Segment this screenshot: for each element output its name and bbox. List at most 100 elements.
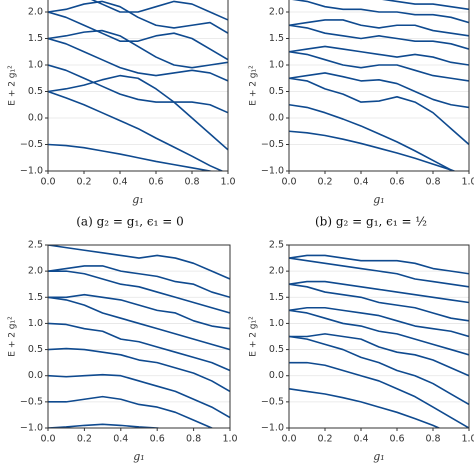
curve — [48, 322, 230, 372]
x-tick-label: 0.4 — [353, 177, 368, 188]
x-tick-label: 0.0 — [40, 434, 55, 445]
frame — [47, 0, 229, 172]
curve — [291, 0, 469, 24]
curve — [289, 361, 469, 428]
y-tick-label: 1.5 — [28, 33, 43, 44]
curve — [48, 423, 163, 428]
y-tick-label: 1.5 — [269, 292, 284, 303]
x-tick-label: 0.8 — [425, 177, 440, 188]
curve — [289, 257, 469, 288]
y-tick-label: −1.0 — [261, 423, 284, 434]
caption: (a) g₂ = g₁, ϵ₁ = 0 — [76, 215, 183, 229]
caption: (b) g₂ = g₁, ϵ₁ = ½ — [315, 215, 427, 229]
x-tick-label: 0.8 — [425, 434, 440, 445]
x-tick-label: 0.8 — [186, 434, 201, 445]
x-tick-label: 0.4 — [113, 434, 128, 445]
curve — [289, 335, 469, 406]
x-axis-label: g₁ — [373, 450, 384, 463]
x-tick-label: 0.2 — [76, 177, 91, 188]
curve — [289, 254, 469, 275]
y-tick-label: −0.5 — [20, 139, 43, 150]
x-tick-label: 0.2 — [317, 434, 332, 445]
x-tick-label: 0.2 — [77, 434, 92, 445]
x-tick-label: 1.0 — [461, 434, 474, 445]
curve — [289, 103, 455, 171]
x-tick-label: 0.6 — [389, 434, 404, 445]
curve — [48, 11, 228, 61]
x-tick-label: 1.0 — [461, 177, 474, 188]
x-tick-label: 0.4 — [112, 177, 127, 188]
y-axis-label: E + 2 g₁² — [249, 316, 259, 357]
y-tick-label: 2.5 — [269, 240, 284, 251]
curve — [48, 245, 230, 280]
y-tick-label: 0.0 — [28, 113, 43, 124]
frame — [47, 244, 231, 429]
y-tick-label: 1.0 — [28, 318, 43, 329]
y-axis-label: E + 2 g₁² — [249, 65, 259, 106]
y-tick-label: 0.5 — [28, 86, 43, 97]
y-tick-label: 0.5 — [269, 344, 284, 355]
y-tick-label: −1.0 — [20, 166, 43, 177]
curve — [289, 333, 469, 377]
curve — [289, 50, 469, 82]
curve — [48, 296, 230, 351]
curve — [48, 347, 230, 393]
curve — [48, 37, 228, 82]
curve — [48, 90, 224, 171]
curve — [48, 293, 230, 330]
curve — [289, 280, 469, 304]
y-tick-label: 1.5 — [28, 292, 43, 303]
curve — [289, 309, 469, 356]
curve — [48, 143, 215, 171]
panel: −1.0−0.50.00.51.01.52.02.50.00.20.40.60.… — [8, 0, 236, 229]
y-tick-label: 2.0 — [269, 266, 284, 277]
plot-area — [48, 245, 230, 428]
curve — [289, 130, 457, 171]
y-tick-label: −0.5 — [261, 139, 284, 150]
curve — [48, 29, 228, 69]
x-tick-label: 0.8 — [184, 177, 199, 188]
curve — [289, 306, 469, 338]
y-tick-label: 0.0 — [28, 370, 43, 381]
y-tick-label: 0.5 — [28, 344, 43, 355]
y-tick-label: 1.5 — [269, 33, 284, 44]
curve — [48, 395, 215, 428]
curve — [90, 0, 228, 21]
x-axis-label: g₁ — [373, 193, 384, 206]
y-tick-label: 0.5 — [269, 86, 284, 97]
x-tick-label: 0.4 — [353, 434, 368, 445]
curve — [48, 74, 228, 151]
y-tick-label: 2.0 — [28, 7, 43, 18]
x-tick-label: 1.0 — [222, 434, 237, 445]
y-tick-label: 0.0 — [269, 113, 284, 124]
y-tick-label: 1.0 — [269, 318, 284, 329]
curve — [48, 0, 228, 34]
y-tick-label: −0.5 — [261, 396, 284, 407]
y-tick-label: 1.0 — [28, 60, 43, 71]
curve — [381, 0, 469, 11]
plot-area — [289, 0, 469, 171]
y-tick-label: 2.0 — [28, 266, 43, 277]
curve — [289, 387, 441, 428]
plot-area — [48, 0, 228, 171]
x-axis-label: g₁ — [133, 450, 144, 463]
y-tick-label: −0.5 — [20, 396, 43, 407]
x-tick-label: 0.0 — [281, 434, 296, 445]
y-axis-label: E + 2 g₁² — [8, 316, 18, 357]
panel: −1.0−0.50.00.51.01.52.02.50.00.20.40.60.… — [249, 0, 474, 229]
curve — [289, 283, 469, 322]
x-axis-label: g₁ — [132, 193, 143, 206]
curve — [48, 64, 228, 114]
y-axis-label: E + 2 g₁² — [8, 65, 18, 106]
y-tick-label: −1.0 — [20, 423, 43, 434]
curve — [48, 270, 230, 314]
plot-area — [289, 254, 469, 428]
y-tick-label: 2.0 — [269, 7, 284, 18]
x-tick-label: 0.2 — [317, 177, 332, 188]
y-tick-label: 1.0 — [269, 60, 284, 71]
x-tick-label: 1.0 — [220, 177, 235, 188]
